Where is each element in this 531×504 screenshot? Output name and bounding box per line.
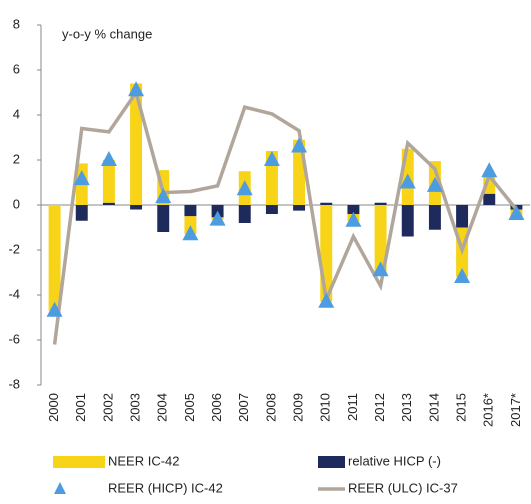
- legend-swatch: [54, 482, 66, 494]
- bar: [238, 205, 251, 223]
- x-tick-label: 2012: [372, 393, 387, 422]
- y-tick-label: -8: [8, 376, 20, 391]
- triangle-marker: [454, 268, 471, 283]
- triangle-marker: [399, 173, 416, 189]
- triangle-marker: [155, 188, 172, 204]
- bar: [265, 205, 278, 214]
- bar: [428, 205, 441, 230]
- triangle-marker: [46, 301, 63, 317]
- x-tick-label: 2010: [318, 393, 333, 422]
- y-tick-label: 6: [13, 61, 20, 76]
- bar: [320, 202, 333, 205]
- x-tick-label: 2016*: [481, 393, 496, 427]
- y-tick-label: -4: [8, 286, 20, 301]
- bar: [456, 205, 469, 228]
- x-tick-label: 2017*: [508, 393, 523, 427]
- triangle-marker: [209, 210, 226, 226]
- legend-label: REER (ULC) IC-37: [348, 480, 458, 495]
- bar: [374, 205, 387, 275]
- legend-swatch: [53, 456, 105, 468]
- y-tick-label: 4: [13, 106, 20, 121]
- x-tick-label: 2005: [182, 393, 197, 422]
- y-tick-label: -6: [8, 331, 20, 346]
- triangle-marker: [73, 170, 90, 186]
- x-tick-label: 2000: [46, 393, 61, 422]
- bar: [102, 160, 115, 203]
- bar: [483, 193, 496, 205]
- x-tick-label: 2001: [73, 393, 88, 422]
- x-tick-label: 2015: [454, 393, 469, 422]
- bar: [374, 202, 387, 205]
- legend-label: NEER IC-42: [108, 453, 180, 468]
- triangle-marker: [372, 261, 389, 277]
- bar: [130, 83, 143, 205]
- triangle-marker: [318, 292, 335, 308]
- x-tick-label: 2008: [263, 393, 278, 422]
- bar: [102, 202, 115, 205]
- x-tick-label: 2014: [426, 393, 441, 422]
- triangle-marker: [236, 180, 253, 196]
- bar: [320, 205, 333, 302]
- triangle-marker: [481, 162, 498, 178]
- bar: [293, 205, 306, 211]
- x-tick-label: 2004: [155, 393, 170, 422]
- bar: [347, 205, 360, 214]
- triangle-marker: [508, 205, 525, 220]
- x-tick-label: 2007: [236, 393, 251, 422]
- x-tick-label: 2013: [399, 393, 414, 422]
- triangle-marker: [426, 176, 443, 192]
- line: [52, 88, 518, 345]
- triangle-marker: [345, 211, 362, 227]
- x-tick-label: 2003: [128, 393, 143, 422]
- y-tick-label: 2: [13, 151, 20, 166]
- y-tick-label: 0: [13, 196, 20, 211]
- triangle-marker: [263, 151, 280, 166]
- bar: [48, 205, 61, 311]
- legend-label: relative HICP (-): [348, 453, 441, 468]
- bar: [75, 205, 88, 221]
- triangle-marker: [182, 225, 199, 241]
- triangle-marker: [100, 151, 117, 166]
- bar: [401, 205, 414, 237]
- legend-label: REER (HICP) IC-42: [108, 480, 223, 495]
- x-tick-label: 2002: [100, 393, 115, 422]
- bar: [157, 205, 170, 232]
- legend-swatch: [318, 456, 345, 468]
- bar: [265, 151, 278, 205]
- x-tick-label: 2009: [291, 393, 306, 422]
- y-tick-label: 8: [13, 16, 20, 31]
- x-tick-label: 2006: [209, 393, 224, 422]
- bar: [130, 205, 143, 210]
- bar: [184, 205, 197, 217]
- annotation: y-o-y % change: [62, 26, 152, 41]
- x-tick-label: 2011: [345, 393, 360, 421]
- y-tick-label: -2: [8, 241, 20, 256]
- bar: [293, 139, 306, 205]
- triangle-marker: [128, 81, 145, 97]
- triangle-marker: [291, 137, 308, 153]
- bar: [483, 175, 496, 194]
